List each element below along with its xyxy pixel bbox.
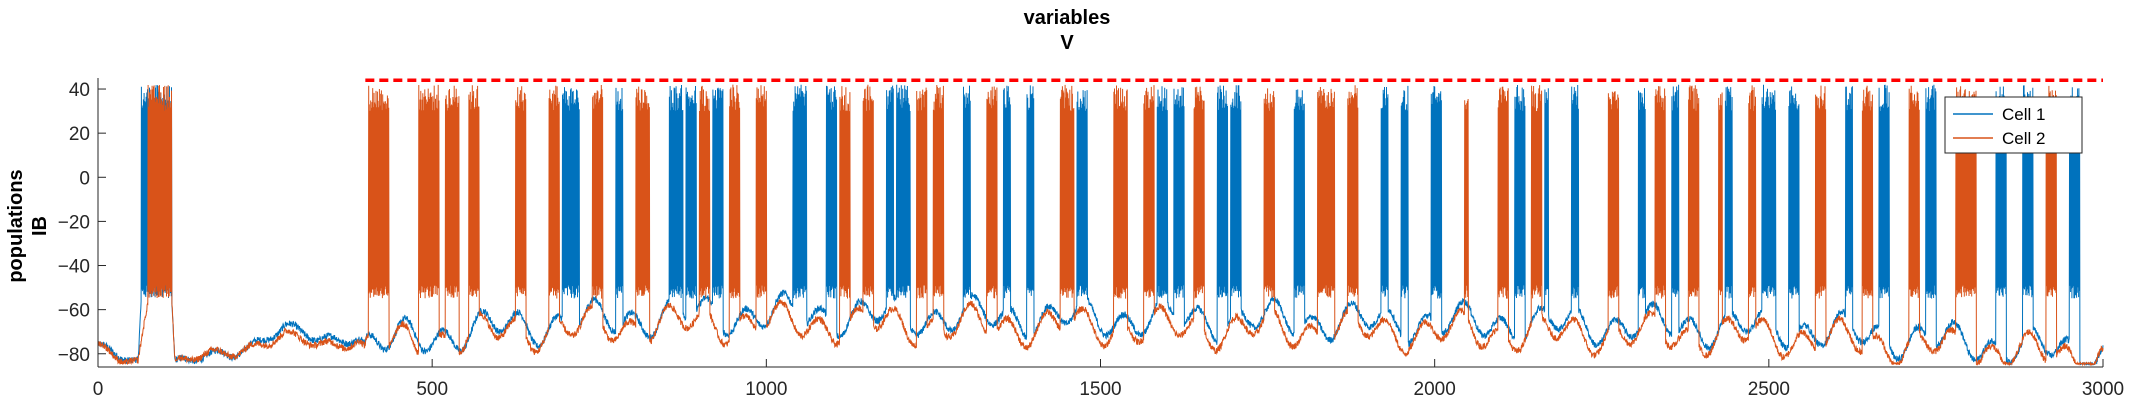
x-tick-label: 0 (93, 379, 104, 400)
y-tick-label: 0 (79, 168, 90, 189)
y-tick-label: −60 (58, 301, 90, 322)
legend-label-cell-2: Cell 2 (2002, 129, 2045, 148)
plot-area (97, 78, 2104, 367)
y-axis-label-line-2: IB (29, 216, 51, 236)
legend-label-cell-1: Cell 1 (2002, 105, 2045, 124)
legend: Cell 1 Cell 2 (1944, 96, 2083, 154)
legend-box (1944, 96, 2083, 154)
chart-title-line-1: variables (1024, 7, 1111, 29)
series-line-2 (97, 84, 2104, 367)
y-tick-label: −80 (58, 345, 90, 366)
chart-title-line-2: V (1060, 32, 1074, 54)
x-tick-label: 3000 (2082, 379, 2124, 400)
y-tick-label: 40 (69, 80, 90, 101)
y-tick-label: −40 (58, 257, 90, 278)
x-tick-label: 1000 (745, 379, 787, 400)
x-tick-label: 1500 (1079, 379, 1121, 400)
axes: 0 500 1000 1500 2000 2500 3000 −80 −60 −40 −20 0 20 4… (58, 78, 2124, 400)
y-tick-label: 20 (69, 124, 90, 145)
x-tick-label: 2500 (1748, 379, 1790, 400)
y-axis-label-line-1: populations (5, 169, 27, 282)
y-tick-label: −20 (58, 212, 90, 233)
series-line-1 (97, 84, 2104, 367)
x-tick-label: 500 (416, 379, 448, 400)
x-tick-label: 2000 (1414, 379, 1456, 400)
